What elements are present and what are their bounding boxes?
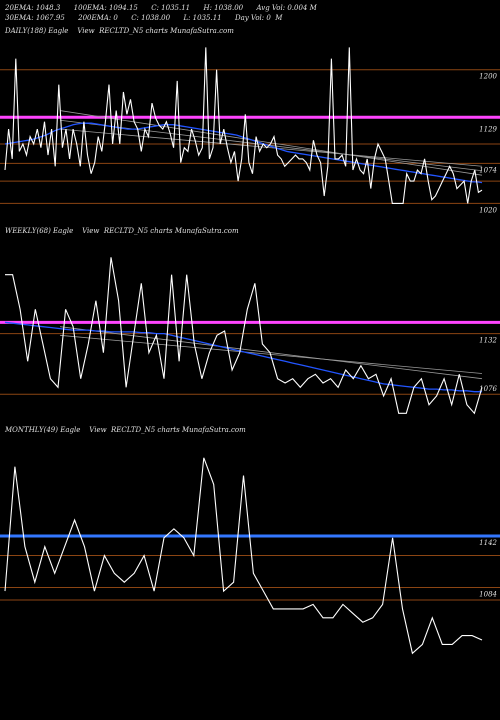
daily-y-tick-label: 1200 — [479, 73, 497, 81]
weekly-chart-label: WEEKLY(68) Eagle View RECLTD_N5 charts M… — [5, 227, 239, 235]
weekly-ema-series-line — [4, 321, 482, 393]
monthly-y-tick-label: 1142 — [479, 539, 497, 547]
weekly-y-tick-label: 1132 — [479, 337, 497, 345]
monthly-chart-label: MONTHLY(49) Eagle View RECLTD_N5 charts … — [5, 426, 246, 434]
daily-trend-line — [59, 128, 483, 167]
header-line-2: 30EMA: 1067.95 200EMA: 0 C: 1038.00 L: 1… — [5, 14, 283, 22]
weekly-price-series-line — [5, 257, 483, 415]
header-line-1: 20EMA: 1048.3 100EMA: 1094.15 C: 1035.11… — [5, 4, 317, 12]
weekly-trend-line — [59, 326, 483, 380]
monthly-y-tick-label: 1084 — [479, 591, 497, 599]
monthly-price-series-line — [4, 457, 483, 655]
daily-y-tick-label: 1074 — [479, 166, 497, 174]
daily-chart-label: DAILY(188) Eagle View RECLTD_N5 charts M… — [5, 27, 234, 35]
weekly-y-tick-label: 1076 — [479, 385, 497, 393]
daily-y-tick-label: 1020 — [479, 206, 497, 214]
daily-price-series-line — [4, 47, 483, 204]
daily-y-tick-label: 1129 — [479, 125, 497, 133]
